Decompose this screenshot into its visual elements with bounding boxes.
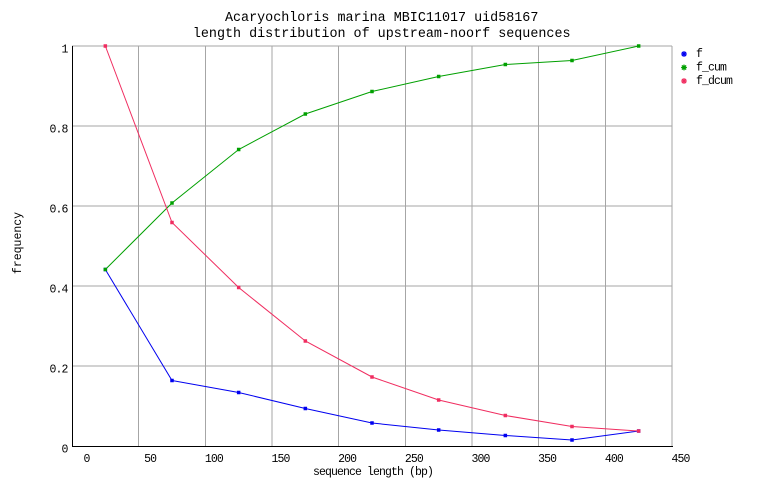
svg-text:300: 300 [471,453,490,466]
svg-text:0: 0 [83,453,90,466]
svg-text:150: 150 [271,453,290,466]
svg-text:450: 450 [671,453,690,466]
svg-text:Acaryochloris marina MBIC11017: Acaryochloris marina MBIC11017 uid58167 [225,11,538,26]
svg-text:frequency: frequency [12,212,25,274]
svg-text:f_dcum: f_dcum [696,75,733,88]
svg-text:0: 0 [61,444,68,457]
svg-text:100: 100 [205,453,224,466]
svg-text:length distribution of upstrea: length distribution of upstream-noorf se… [193,27,571,42]
svg-text:f_cum: f_cum [696,62,727,75]
svg-text:0.6: 0.6 [49,204,68,217]
svg-text:sequence length (bp): sequence length (bp) [313,466,433,479]
svg-text:0.2: 0.2 [49,364,68,377]
svg-text:350: 350 [538,453,557,466]
svg-text:0.8: 0.8 [49,124,68,137]
svg-text:200: 200 [338,453,357,466]
svg-text:50: 50 [144,453,157,466]
svg-text:250: 250 [405,453,424,466]
svg-text:400: 400 [605,453,624,466]
svg-text:1: 1 [61,44,68,57]
svg-text:0.4: 0.4 [49,284,68,297]
svg-text:f: f [696,48,703,61]
